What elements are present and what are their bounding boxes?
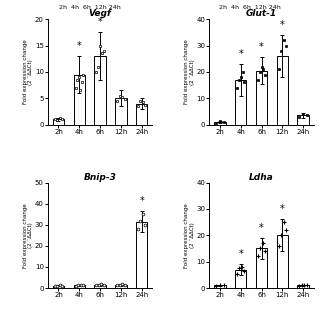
Text: *: * bbox=[280, 20, 285, 30]
Bar bbox=[136, 221, 148, 288]
Y-axis label: Fold expression change
(2 ⁻ΔΔCt): Fold expression change (2 ⁻ΔΔCt) bbox=[23, 40, 34, 104]
Bar bbox=[94, 56, 106, 124]
Title: Vegf: Vegf bbox=[89, 9, 111, 19]
Title: Glut-1: Glut-1 bbox=[246, 9, 277, 19]
Bar bbox=[115, 98, 127, 124]
Bar bbox=[214, 285, 226, 288]
Y-axis label: Fold expression change
(2 ⁻ΔΔCt): Fold expression change (2 ⁻ΔΔCt) bbox=[184, 40, 195, 104]
Bar bbox=[256, 71, 267, 124]
Text: 2h  4h  6h  12h 24h: 2h 4h 6h 12h 24h bbox=[59, 5, 120, 10]
Bar bbox=[276, 56, 288, 124]
Y-axis label: Fold expression change
(2 ⁻ΔΔCt): Fold expression change (2 ⁻ΔΔCt) bbox=[184, 203, 195, 268]
Bar bbox=[53, 286, 64, 288]
Bar bbox=[235, 80, 246, 124]
Bar bbox=[276, 235, 288, 288]
Bar bbox=[53, 119, 64, 124]
Bar bbox=[297, 116, 309, 124]
Title: Ldha: Ldha bbox=[249, 173, 274, 182]
Bar bbox=[94, 285, 106, 288]
Text: 2h  4h  6h  12h 24h: 2h 4h 6h 12h 24h bbox=[219, 5, 280, 10]
Bar bbox=[235, 269, 246, 288]
Y-axis label: Fold expression change
(2 ⁻ΔΔCt): Fold expression change (2 ⁻ΔΔCt) bbox=[23, 203, 34, 268]
Bar bbox=[115, 285, 127, 288]
Title: Bnip-3: Bnip-3 bbox=[84, 173, 116, 182]
Text: *: * bbox=[77, 41, 82, 51]
Text: *: * bbox=[238, 249, 243, 259]
Text: *: * bbox=[98, 17, 102, 27]
Text: *: * bbox=[259, 42, 264, 52]
Bar bbox=[214, 122, 226, 124]
Bar bbox=[256, 248, 267, 288]
Text: *: * bbox=[139, 196, 144, 206]
Text: *: * bbox=[259, 223, 264, 233]
Bar bbox=[297, 285, 309, 288]
Text: *: * bbox=[280, 204, 285, 214]
Bar bbox=[136, 104, 148, 124]
Bar bbox=[74, 285, 85, 288]
Text: *: * bbox=[238, 49, 243, 59]
Bar bbox=[74, 75, 85, 124]
